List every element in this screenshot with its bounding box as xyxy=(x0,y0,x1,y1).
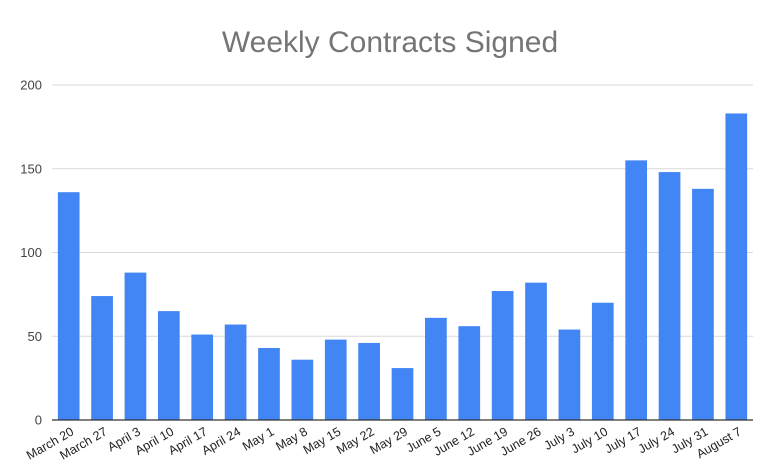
bar xyxy=(458,326,481,420)
bar xyxy=(191,334,214,420)
bars xyxy=(57,113,748,420)
bar xyxy=(124,272,147,420)
bar xyxy=(725,113,748,420)
bar xyxy=(491,291,514,420)
x-tick-label: May 22 xyxy=(334,424,377,457)
x-tick-label: May 15 xyxy=(301,424,344,457)
bar xyxy=(591,302,614,420)
bar xyxy=(425,317,447,420)
bar xyxy=(692,188,714,420)
bar xyxy=(157,311,180,420)
x-tick-label: July 17 xyxy=(602,424,643,456)
y-tick-label: 100 xyxy=(20,245,42,260)
x-tick-label: April 24 xyxy=(199,424,243,457)
bar xyxy=(324,339,347,420)
y-tick-label: 0 xyxy=(35,413,42,428)
x-tick-label: July 10 xyxy=(569,424,610,456)
y-tick-label: 150 xyxy=(20,161,42,176)
bar xyxy=(658,172,681,420)
bar xyxy=(224,324,247,420)
x-tick-label: May 1 xyxy=(240,424,277,453)
bar xyxy=(91,296,113,420)
bar xyxy=(525,282,547,420)
y-tick-label: 50 xyxy=(28,329,42,344)
bar xyxy=(625,160,648,420)
bar xyxy=(391,368,414,420)
bar xyxy=(558,329,581,420)
y-axis-ticks: 0 50 100 150 200 xyxy=(20,78,42,428)
x-tick-label: May 29 xyxy=(367,424,410,457)
y-tick-label: 200 xyxy=(20,78,42,93)
gridlines xyxy=(52,84,753,337)
bar xyxy=(291,359,314,420)
bar xyxy=(258,347,280,420)
x-tick-label: July 24 xyxy=(636,424,677,456)
bar xyxy=(57,192,80,420)
chart-title: Weekly Contracts Signed xyxy=(222,26,558,59)
bar xyxy=(358,342,380,420)
